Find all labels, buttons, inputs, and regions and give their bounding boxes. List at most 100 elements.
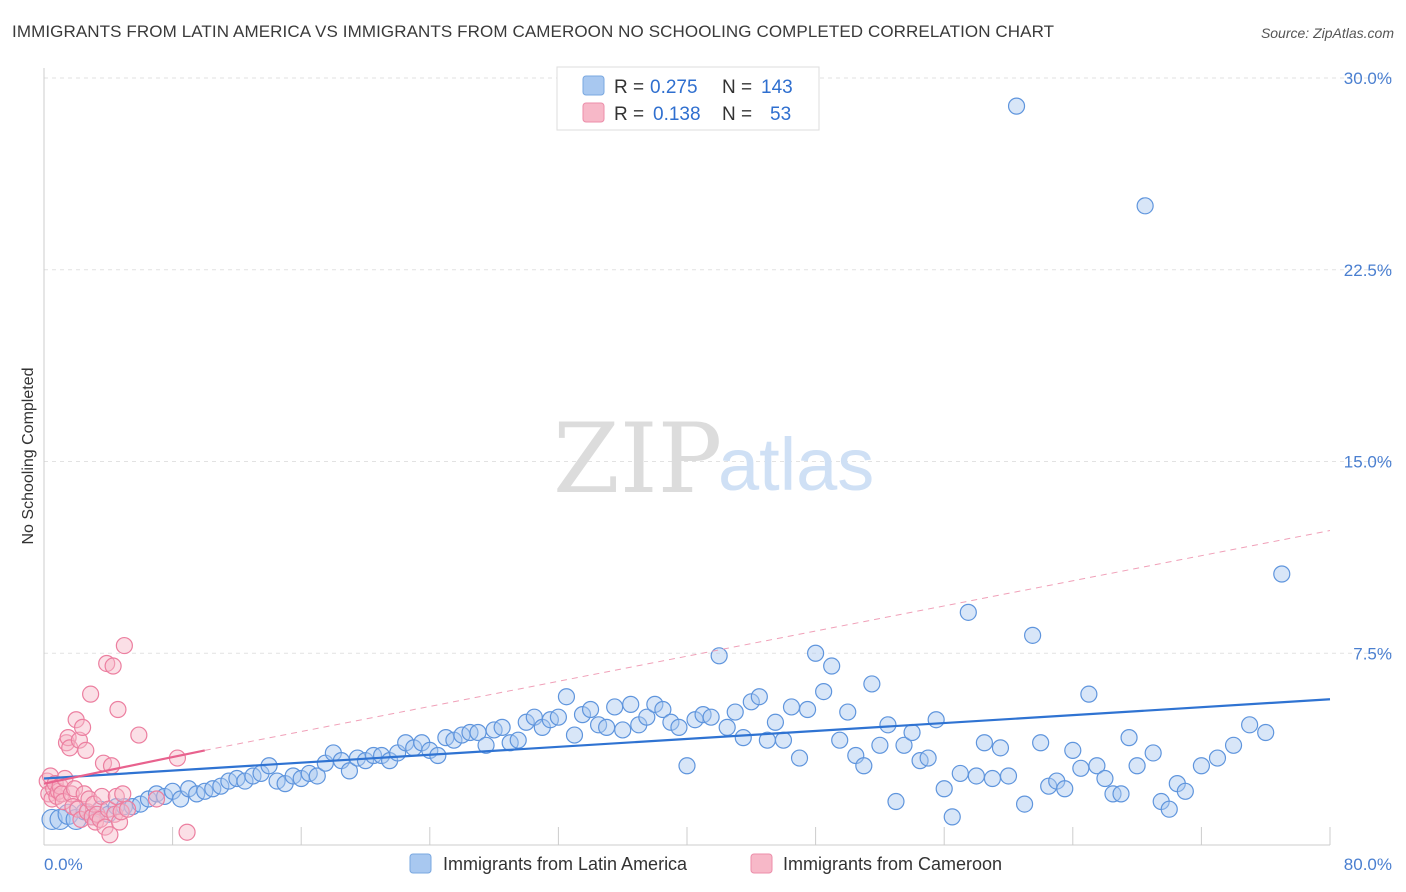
cameroon-point-40 <box>104 657 122 675</box>
cameroon-point-27 <box>82 685 100 703</box>
trend-lines <box>43 530 1331 785</box>
latin-america-point-86 <box>734 729 752 747</box>
latin-america-point-130 <box>1088 757 1106 775</box>
cameroon-point-50 <box>147 790 166 808</box>
latin-america-point-58 <box>509 731 527 749</box>
legend-swatch-latin-america <box>582 75 605 96</box>
latin-america-point-102 <box>863 675 881 693</box>
cameroon-point-48 <box>118 800 137 818</box>
latin-america-point-97 <box>823 657 841 675</box>
latin-america-point-133 <box>1112 785 1130 803</box>
series-latin-america-points <box>41 97 1291 831</box>
cameroon-point-52 <box>178 823 196 841</box>
latin-america-point-147 <box>1273 565 1291 583</box>
latin-america-point-94 <box>798 700 817 719</box>
latin-america-point-145 <box>1241 716 1259 734</box>
latin-america-point-134 <box>1120 729 1138 747</box>
latin-america-point-107 <box>903 723 921 742</box>
cameroon-point-38 <box>101 826 119 844</box>
latin-america-point-88 <box>750 688 768 706</box>
latin-america-point-79 <box>678 757 696 775</box>
latin-america-point-33 <box>308 767 326 785</box>
cameroon-point-26 <box>80 790 98 808</box>
latin-america-point-67 <box>581 700 600 719</box>
legend-r-value-1: 0.275 <box>650 77 698 98</box>
axes <box>43 68 1331 846</box>
latin-america-point-143 <box>1208 749 1227 767</box>
latin-america-point-111 <box>935 780 953 798</box>
latin-america-point-91 <box>774 731 793 749</box>
latin-america-point-56 <box>493 718 511 736</box>
latin-america-point-78 <box>670 718 688 736</box>
latin-america-point-74 <box>638 708 656 726</box>
y-tick-label-0: 7.5% <box>1353 644 1392 663</box>
latin-america-point-120 <box>1007 97 1026 115</box>
bottom-legend-label-cameroon: Immigrants from Cameroon <box>783 854 1002 874</box>
latin-america-point-142 <box>1192 757 1211 775</box>
legend-n-label-1: N = <box>722 77 752 98</box>
latin-america-point-37 <box>340 762 359 780</box>
latin-america-point-64 <box>557 688 576 706</box>
latin-america-point-96 <box>815 682 833 701</box>
latin-america-point-139 <box>1160 800 1178 818</box>
latin-america-point-116 <box>975 734 993 752</box>
cameroon-point-22 <box>73 718 92 736</box>
latin-america-point-127 <box>1064 741 1082 760</box>
series-cameroon-points <box>38 636 196 844</box>
latin-america-point-93 <box>790 749 809 767</box>
cameroon-point-19 <box>69 800 87 818</box>
latin-america-point-0 <box>41 808 63 831</box>
y-axis-label: No Schooling Completed <box>20 368 37 545</box>
cameroon-point-43 <box>109 700 127 719</box>
latin-america-point-113 <box>951 764 969 783</box>
latin-america-point-99 <box>839 703 857 721</box>
watermark-atlas: atlas <box>718 423 874 506</box>
latin-america-point-123 <box>1032 734 1050 752</box>
trend-line-cameroon <box>43 749 205 785</box>
y-tick-label-1: 15.0% <box>1344 453 1392 472</box>
latin-america-point-76 <box>654 700 672 719</box>
latin-america-point-101 <box>855 757 873 775</box>
latin-america-point-70 <box>606 698 624 716</box>
latin-america-point-72 <box>622 695 640 713</box>
legend-r-value-2: 0.138 <box>653 104 701 125</box>
watermark: ZIP atlas <box>553 403 874 515</box>
latin-america-point-121 <box>1015 795 1034 813</box>
chart-title: IMMIGRANTS FROM LATIN AMERICA VS IMMIGRA… <box>12 22 1055 41</box>
x-tick-label-0: 0.0% <box>44 855 83 874</box>
latin-america-point-63 <box>549 708 568 726</box>
grid <box>44 77 1392 654</box>
bottom-legend-swatch-cameroon <box>750 853 773 874</box>
latin-america-point-54 <box>477 736 495 754</box>
latin-america-point-92 <box>782 698 801 716</box>
latin-america-point-65 <box>565 726 584 744</box>
latin-america-point-144 <box>1224 736 1243 754</box>
watermark-zip: ZIP <box>553 403 722 515</box>
legend-swatch-cameroon <box>582 102 605 123</box>
latin-america-point-141 <box>1176 782 1194 800</box>
latin-america-point-114 <box>959 603 977 621</box>
x-tick-label-1: 80.0% <box>1344 855 1392 874</box>
trend-extension-cameroon <box>204 530 1331 751</box>
latin-america-point-119 <box>999 767 1018 785</box>
latin-america-point-106 <box>895 736 913 754</box>
legend-n-value-1: 143 <box>761 77 793 98</box>
latin-america-point-136 <box>1136 197 1154 215</box>
latin-america-point-131 <box>1096 769 1114 788</box>
trend-line-latin-america <box>43 698 1331 780</box>
y-tick-label-3: 30.0% <box>1344 69 1392 88</box>
bottom-legend-label-latin-america: Immigrants from Latin America <box>443 854 688 874</box>
cameroon-point-24 <box>77 741 95 760</box>
latin-america-point-71 <box>614 721 632 739</box>
y-tick-label-2: 22.5% <box>1344 261 1392 280</box>
latin-america-point-83 <box>710 647 728 665</box>
latin-america-point-109 <box>919 749 937 767</box>
latin-america-point-90 <box>766 713 785 731</box>
latin-america-point-103 <box>871 736 889 754</box>
bottom-legend-swatch-latin-america <box>409 853 432 874</box>
latin-america-point-82 <box>702 708 720 726</box>
y-tick-labels: 7.5% 15.0% 22.5% 30.0% <box>1344 69 1392 663</box>
latin-america-point-112 <box>943 808 961 826</box>
latin-america-point-115 <box>967 767 985 785</box>
